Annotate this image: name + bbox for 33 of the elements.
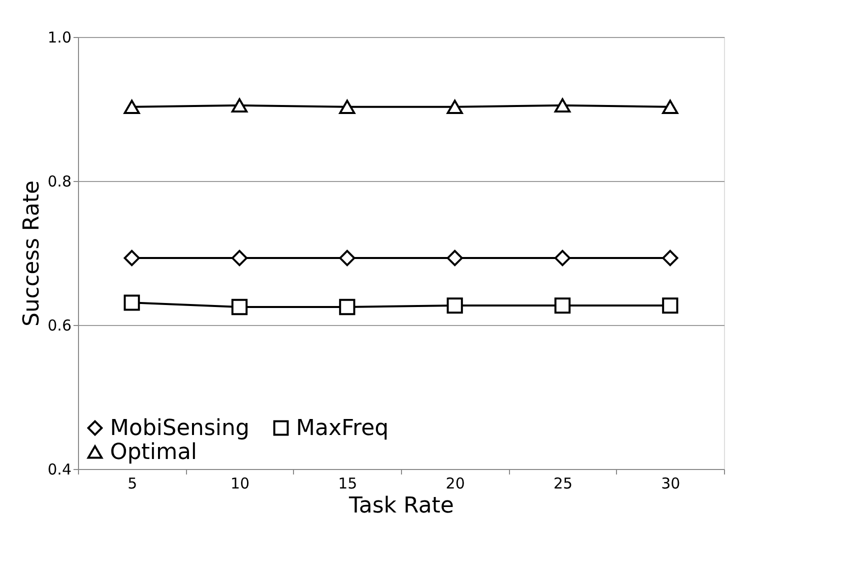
legend-label: Optimal (110, 440, 198, 465)
point (339, 100, 356, 114)
legend-label: MaxFreq (296, 416, 389, 441)
point (231, 250, 248, 266)
point (446, 100, 463, 114)
legend-label: MobiSensing (110, 416, 250, 441)
x-tick-label: 20 (446, 474, 465, 492)
point (339, 250, 356, 266)
y-axis-title: Success Rate (20, 180, 45, 326)
point (231, 298, 248, 316)
point (231, 98, 248, 113)
point (339, 298, 356, 316)
point (124, 250, 140, 266)
y-tick-label: 0.6 (48, 316, 72, 334)
point (554, 250, 571, 266)
x-tick-label: 10 (230, 474, 250, 492)
x-tick-label: 25 (553, 474, 573, 492)
y-tick-label: 1.0 (48, 28, 72, 46)
point (662, 100, 678, 114)
point (662, 297, 678, 314)
point (446, 250, 463, 266)
x-tick-label: 30 (661, 474, 680, 492)
point (124, 100, 140, 114)
point (554, 98, 571, 113)
point (662, 250, 678, 266)
point (554, 297, 571, 314)
x-axis-title: Task Rate (348, 494, 454, 518)
y-tick-label: 0.4 (48, 460, 72, 478)
point (446, 297, 463, 314)
x-tick-label: 15 (338, 474, 358, 492)
x-tick-label: 5 (128, 474, 138, 492)
y-tick-label: 0.8 (48, 172, 72, 190)
point (124, 294, 140, 311)
